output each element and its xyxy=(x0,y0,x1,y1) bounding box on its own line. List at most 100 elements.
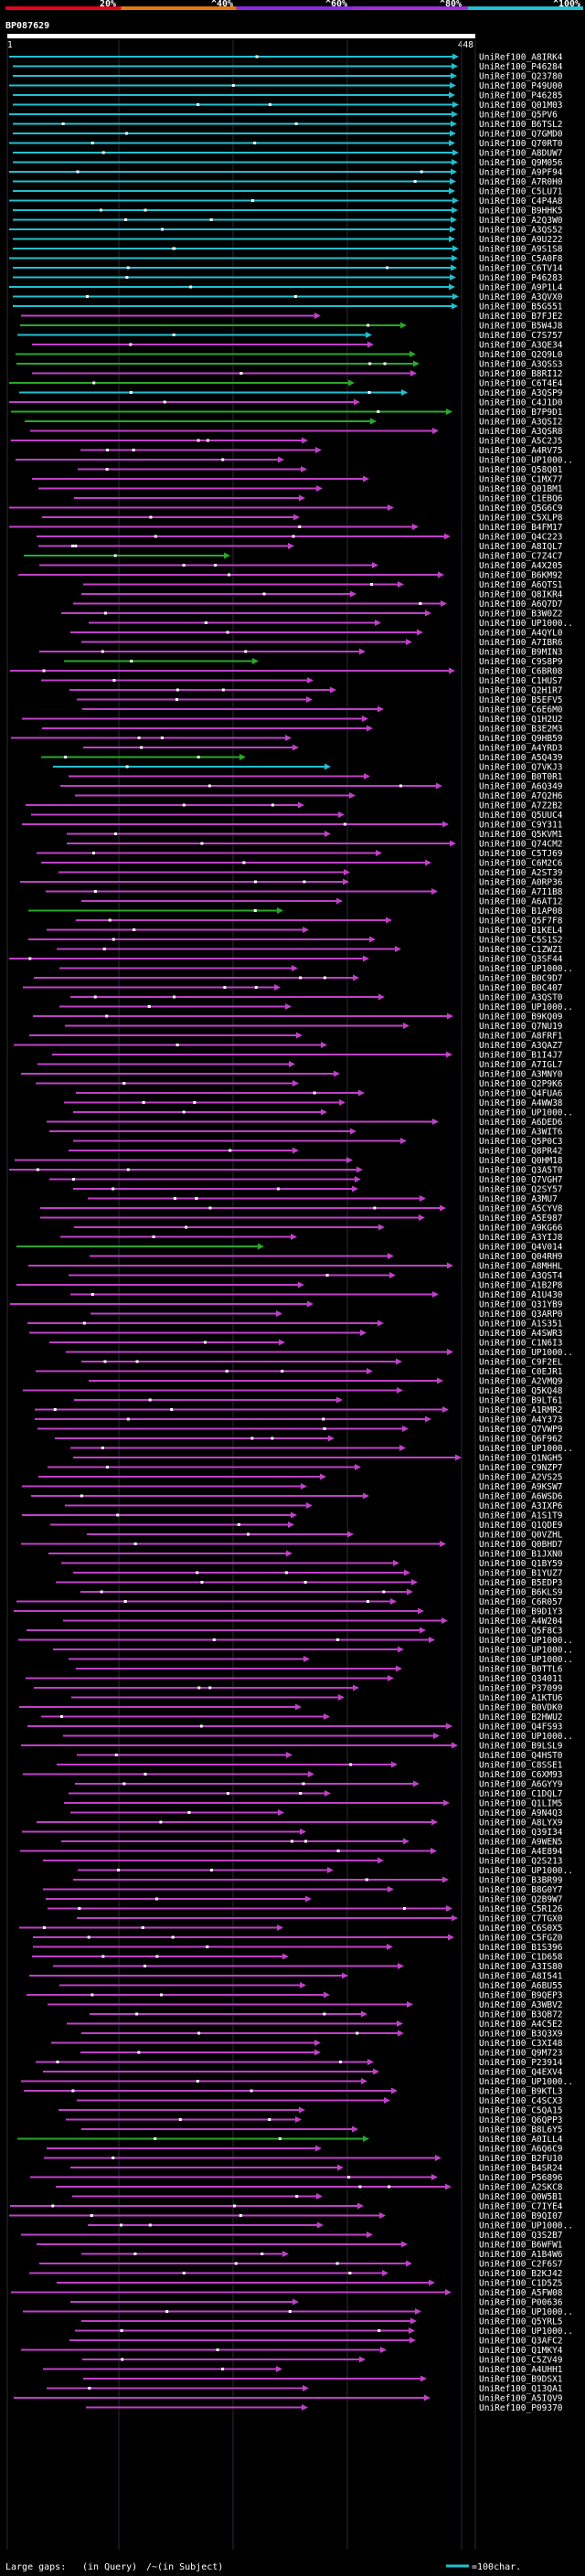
gap-marker xyxy=(61,122,65,125)
hit-arrow xyxy=(347,1531,354,1538)
gap-marker xyxy=(112,2157,115,2159)
hit-label: UniRef100_B3QB72 xyxy=(479,2010,563,2020)
hit-row: UniRef100_UP1000.. xyxy=(73,1108,573,1118)
gap-marker xyxy=(302,1782,305,1786)
hit-arrow xyxy=(288,1521,294,1528)
hit-label: UniRef100_B9QEP3 xyxy=(479,1991,563,2001)
hit-row: UniRef100_A3QAZ7 xyxy=(14,1041,563,1051)
gap-marker xyxy=(112,938,115,941)
hit-row: UniRef100_C5R126 xyxy=(48,1904,563,1914)
hit-row: UniRef100_A9P1L4 xyxy=(9,283,563,293)
gap-marker xyxy=(126,266,130,270)
hit-arrow xyxy=(407,2001,413,2008)
gap-marker xyxy=(90,142,94,144)
hit-label: UniRef100_Q8PR42 xyxy=(479,1147,563,1157)
gap-marker xyxy=(70,545,74,547)
hit-row: UniRef100_A7Q2H6 xyxy=(75,791,563,801)
hit-row: UniRef100_A9S1S8 xyxy=(13,245,563,255)
hit-row: UniRef100_C5S1S2 xyxy=(28,936,563,946)
gap-marker xyxy=(419,602,422,605)
gap-marker xyxy=(378,2329,381,2332)
hit-row: UniRef100_B4SR24 xyxy=(70,2164,563,2174)
hit-row: UniRef100_A8IRK4 xyxy=(9,53,563,63)
hit-label: UniRef100_B1I4J7 xyxy=(479,1051,563,1061)
query-start: 1 xyxy=(7,40,13,50)
gap-marker xyxy=(212,1638,216,1641)
hit-label: UniRef100_A8MHHL xyxy=(479,1262,563,1272)
hit-arrow xyxy=(369,936,376,943)
hit-arrow xyxy=(446,1723,452,1730)
hit-arrow xyxy=(303,927,309,933)
hit-arrow xyxy=(301,466,307,472)
hit-arrow xyxy=(388,1253,394,1259)
hit-label: UniRef100_UP1000.. xyxy=(479,964,573,974)
hit-arrow xyxy=(306,1502,313,1509)
hit-arrow xyxy=(276,2366,282,2372)
gap-marker xyxy=(103,1360,107,1363)
gap-marker xyxy=(87,1935,90,1939)
hit-row: UniRef100_A3QE34 xyxy=(32,341,563,351)
hit-label: UniRef100_A3MNY0 xyxy=(479,1070,563,1080)
hit-row: UniRef100_Q4C223 xyxy=(37,533,563,543)
gap-marker xyxy=(104,611,108,615)
hit-row: UniRef100_B9HHK5 xyxy=(13,207,563,217)
gap-marker xyxy=(112,1187,115,1191)
hit-row: UniRef100_Q34011 xyxy=(26,1674,563,1684)
hit-arrow xyxy=(337,2164,344,2171)
hit-row: UniRef100_A2VMQ9 xyxy=(89,1377,563,1387)
gap-marker xyxy=(209,1869,213,1871)
gap-marker xyxy=(284,1571,288,1574)
hit-label: UniRef100_P46283 xyxy=(479,273,563,283)
hit-row: UniRef100_A3QSP9 xyxy=(19,388,563,398)
hit-arrow xyxy=(285,735,292,741)
hit-label: UniRef100_Q5KQ48 xyxy=(479,1386,563,1396)
hit-label: UniRef100_A3QST4 xyxy=(479,1271,563,1281)
hit-label: UniRef100_Q4FS93 xyxy=(479,1723,563,1733)
gap-marker xyxy=(313,1091,316,1095)
hit-row: UniRef100_B9LSL9 xyxy=(21,1742,563,1752)
gap-marker xyxy=(413,180,417,183)
hit-arrow xyxy=(449,91,455,99)
hit-arrow xyxy=(336,1396,343,1404)
hit-arrow xyxy=(436,782,442,790)
hit-label: UniRef100_Q13QA1 xyxy=(479,2384,563,2394)
legend-large-gaps: Large gaps: xyxy=(5,2562,66,2572)
hit-arrow xyxy=(282,1953,289,1960)
hit-arrow xyxy=(441,600,447,607)
gap-marker xyxy=(382,1590,386,1594)
gap-marker xyxy=(147,1005,151,1008)
hit-arrow xyxy=(367,1368,373,1374)
gap-marker xyxy=(226,631,229,634)
gap-marker xyxy=(135,2012,139,2016)
hit-arrow xyxy=(378,705,384,713)
hit-row: UniRef100_A3QST4 xyxy=(69,1271,563,1281)
hit-label: UniRef100_A4E894 xyxy=(479,1847,563,1857)
hit-row: UniRef100_A8MHHL xyxy=(28,1262,563,1272)
hit-arrow xyxy=(282,2251,289,2257)
hit-label: UniRef100_B0C407 xyxy=(479,983,563,993)
gap-marker xyxy=(155,1955,159,1958)
gap-marker xyxy=(255,55,259,58)
hit-arrow xyxy=(277,1924,283,1931)
hit-label: UniRef100_Q9M056 xyxy=(479,158,563,168)
gap-marker xyxy=(92,852,96,854)
hit-arrow xyxy=(415,2308,421,2315)
gap-marker xyxy=(323,2012,326,2016)
hit-row: UniRef100_B5EDP3 xyxy=(56,1578,563,1588)
hit-label: UniRef100_B8L6Y5 xyxy=(479,2125,563,2136)
hit-row: UniRef100_C9S8P9 xyxy=(64,657,563,667)
hit-row: UniRef100_P09370 xyxy=(86,2403,563,2413)
hit-arrow xyxy=(338,1694,345,1701)
hit-arrow xyxy=(400,1138,407,1144)
gap-marker xyxy=(176,688,179,692)
hit-arrow xyxy=(258,1243,264,1250)
hit-arrow xyxy=(308,1771,314,1777)
hit-arrow xyxy=(314,2049,321,2056)
hit-row: UniRef100_A8DUW7 xyxy=(13,149,563,159)
gap-marker xyxy=(155,1897,159,1901)
hit-arrow xyxy=(389,1272,396,1278)
hit-arrow xyxy=(391,2087,398,2094)
hit-label: UniRef100_Q70RT0 xyxy=(479,139,563,149)
hit-label: UniRef100_Q34011 xyxy=(479,1674,563,1684)
legend-in-query: (in Query) xyxy=(82,2562,137,2572)
